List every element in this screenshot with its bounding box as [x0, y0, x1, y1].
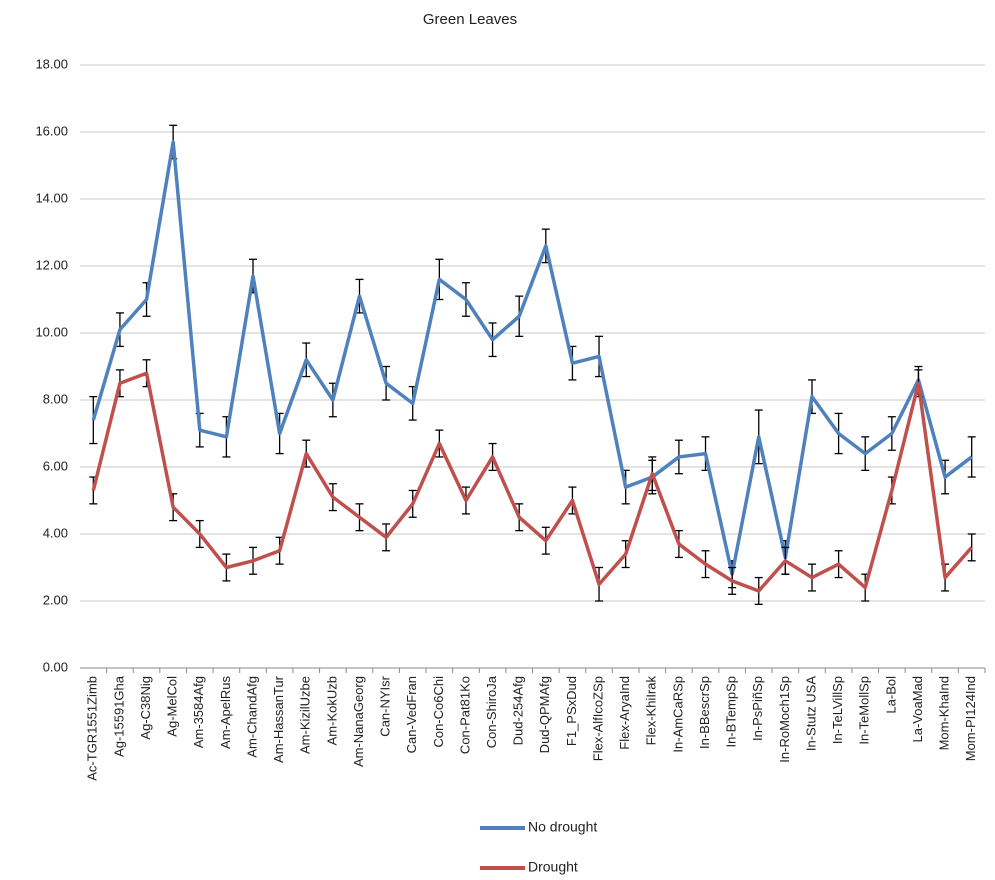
x-tick-label: Flex-AryaInd	[617, 676, 632, 750]
series-line	[91, 140, 973, 576]
x-tick-label: Ac-TGR1551Zimb	[85, 676, 100, 781]
y-tick-label: 16.00	[35, 123, 68, 138]
x-tick-label: In-BTempSp	[724, 676, 739, 748]
x-tick-label: Con-ShiroJa	[484, 675, 499, 748]
chart-title: Green Leaves	[423, 11, 517, 28]
x-tick-label: Mom-KhaInd	[937, 676, 952, 750]
x-tick-label: Am-ApelRus	[218, 676, 233, 749]
y-tick-label: 8.00	[43, 391, 68, 406]
x-tick-label: Con-Co6Chi	[431, 676, 446, 748]
x-tick-label: Dud-254Afg	[511, 676, 526, 745]
y-tick-label: 0.00	[43, 659, 68, 674]
legend-label: No drought	[528, 819, 597, 835]
x-tick-label: Mom-PI124Ind	[963, 676, 978, 761]
y-tick-label: 18.00	[35, 56, 68, 71]
x-tick-label: Am-3584Afg	[191, 676, 206, 748]
x-tick-label: La-Bol	[883, 676, 898, 714]
x-tick-label: Flex-AlfIcoZSp	[590, 676, 605, 761]
y-tick-label: 14.00	[35, 190, 68, 205]
x-tick-label: Con-Pat81Ko	[457, 676, 472, 754]
x-tick-label: In-PsPiñSp	[750, 676, 765, 741]
x-tick-label: Flex-KhiIrak	[644, 676, 659, 746]
x-tick-label: Am-NanaGeorg	[351, 676, 366, 767]
y-tick-label: 4.00	[43, 525, 68, 540]
x-tick-label: Am-KokUzb	[324, 676, 339, 745]
x-tick-label: In-AmCaRSp	[670, 676, 685, 753]
x-tick-label: In-TeMollSp	[857, 676, 872, 745]
x-tick-label: Am-KizilUzbe	[298, 676, 313, 754]
y-tick-label: 10.00	[35, 324, 68, 339]
x-tick-label: Dud-QPMAfg	[537, 676, 552, 753]
x-tick-label: F1_PSxDud	[564, 676, 579, 746]
x-tick-label: In-RoMoch1Sp	[777, 676, 792, 763]
x-tick-label: Am-HassanTur	[271, 675, 286, 763]
x-tick-label: Can-VedFran	[404, 676, 419, 753]
x-tick-label: In-BBescrSp	[697, 676, 712, 749]
x-tick-label: Ag-C38Nig	[138, 676, 153, 740]
legend-label: Drought	[528, 859, 578, 875]
y-tick-label: 2.00	[43, 592, 68, 607]
x-tick-label: Ag-15591Gha	[111, 675, 126, 757]
x-tick-label: La-VoaMad	[910, 676, 925, 743]
x-tick-label: In-TeLVillSp	[830, 676, 845, 744]
x-tick-label: Am-ChandAfg	[244, 676, 259, 758]
x-tick-label: Can-NYIsr	[378, 675, 393, 736]
y-tick-label: 12.00	[35, 257, 68, 272]
y-tick-label: 6.00	[43, 458, 68, 473]
series-line	[91, 371, 974, 593]
x-tick-label: In-Stutz USA	[803, 676, 818, 751]
x-tick-label: Ag-MelCol	[165, 676, 180, 737]
